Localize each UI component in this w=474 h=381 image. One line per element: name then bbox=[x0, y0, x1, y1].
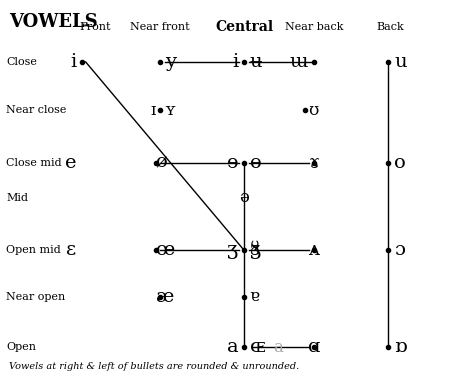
Text: u: u bbox=[394, 53, 407, 71]
Text: Near front: Near front bbox=[130, 22, 190, 32]
Text: ɶ: ɶ bbox=[250, 338, 265, 356]
Text: a: a bbox=[273, 339, 283, 355]
Text: ʏ: ʏ bbox=[164, 102, 175, 119]
Text: œ: œ bbox=[155, 241, 175, 259]
Text: Open: Open bbox=[7, 342, 36, 352]
Text: ʊ: ʊ bbox=[308, 102, 319, 119]
Text: ɑ: ɑ bbox=[308, 338, 321, 356]
Text: ɤ: ɤ bbox=[308, 154, 319, 171]
Text: ɵ: ɵ bbox=[250, 154, 261, 171]
Text: ɒ: ɒ bbox=[394, 338, 407, 356]
Text: ɔ: ɔ bbox=[394, 241, 405, 259]
Text: ɛ: ɛ bbox=[66, 241, 76, 259]
Text: a: a bbox=[227, 338, 238, 356]
Text: e: e bbox=[65, 154, 76, 171]
Text: ʌ: ʌ bbox=[308, 241, 319, 259]
Text: Close: Close bbox=[7, 57, 37, 67]
Text: ɯ: ɯ bbox=[290, 53, 308, 71]
Text: Close mid: Close mid bbox=[7, 158, 62, 168]
Text: Front: Front bbox=[79, 22, 111, 32]
Text: Open mid: Open mid bbox=[7, 245, 61, 255]
Text: o: o bbox=[394, 154, 406, 171]
Text: Central: Central bbox=[215, 19, 273, 34]
Text: ʒ: ʒ bbox=[227, 241, 238, 259]
Text: ʉ: ʉ bbox=[250, 53, 262, 71]
Text: Near close: Near close bbox=[7, 106, 67, 115]
Text: ȣ: ȣ bbox=[250, 241, 259, 259]
Text: ɘ: ɘ bbox=[227, 154, 238, 171]
Text: Near back: Near back bbox=[284, 22, 343, 32]
Text: ʒ: ʒ bbox=[250, 241, 261, 259]
Text: i: i bbox=[70, 53, 76, 71]
Text: ɨ: ɨ bbox=[232, 53, 238, 71]
Text: ø: ø bbox=[155, 154, 167, 171]
Text: Mid: Mid bbox=[7, 193, 28, 203]
Text: VOWELS: VOWELS bbox=[9, 13, 98, 32]
Text: Back: Back bbox=[377, 22, 404, 32]
Text: Near open: Near open bbox=[7, 292, 66, 302]
Text: ə: ə bbox=[239, 189, 249, 207]
Text: ɪ: ɪ bbox=[151, 102, 156, 119]
Text: ɐ: ɐ bbox=[250, 288, 259, 305]
Text: Vowels at right & left of bullets are rounded & unrounded.: Vowels at right & left of bullets are ro… bbox=[9, 362, 299, 371]
Text: y: y bbox=[165, 53, 176, 71]
Text: æ: æ bbox=[155, 288, 174, 306]
